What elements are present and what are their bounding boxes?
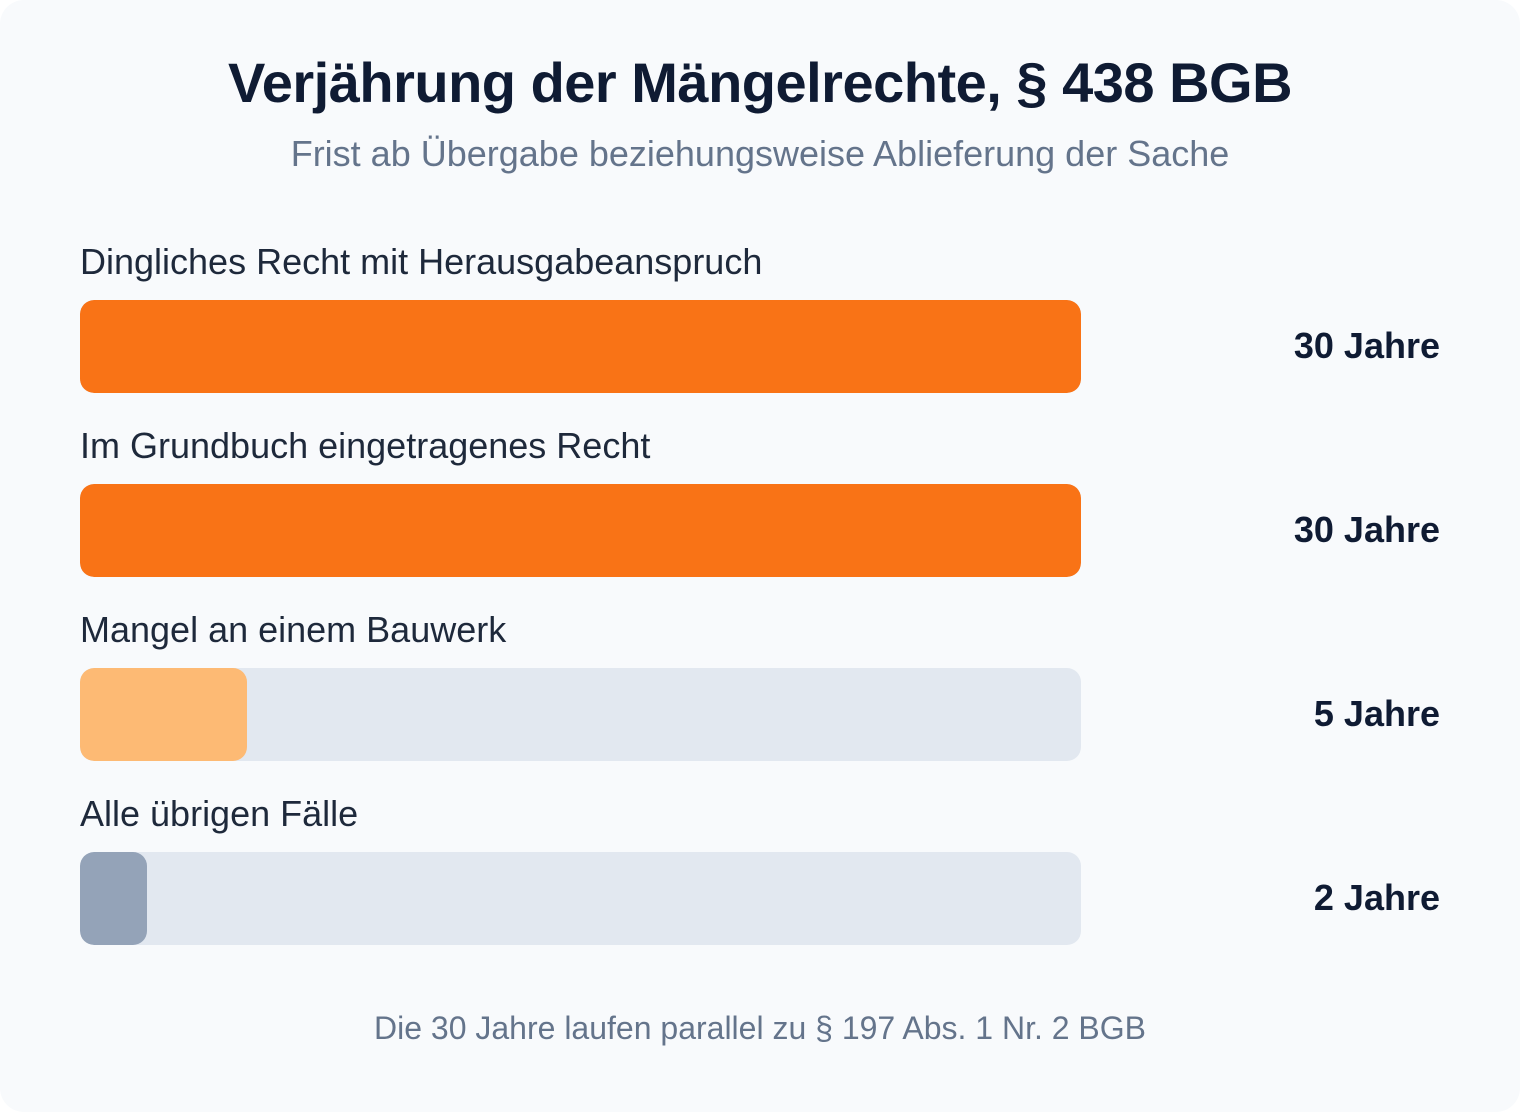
category-label: Alle übrigen Fälle: [80, 793, 359, 834]
value-label: 30 Jahre: [1293, 325, 1440, 366]
category-label: Mangel an einem Bauwerk: [80, 609, 507, 650]
bar-track: [80, 484, 1081, 577]
bar: [80, 852, 147, 945]
bar-row: Dingliches Recht mit Herausgabeanspruch 3…: [0, 240, 1520, 424]
chart-subtitle: Frist ab Übergabe beziehungsweise Ablief…: [290, 133, 1230, 174]
bar-track: [80, 300, 1081, 393]
bar-track: [80, 668, 1081, 761]
value-label: 2 Jahre: [1313, 877, 1440, 918]
category-label: Im Grundbuch eingetragenes Recht: [80, 425, 651, 466]
bar-row: Im Grundbuch eingetragenes Recht 30 Jahre: [0, 424, 1520, 608]
bar: [80, 484, 1081, 577]
value-label: 5 Jahre: [1313, 693, 1440, 734]
chart-footnote: Die 30 Jahre laufen parallel zu § 197 Ab…: [373, 1010, 1146, 1046]
value-label: 30 Jahre: [1293, 509, 1440, 550]
bar-row: Alle übrigen Fälle 2 Jahre: [0, 792, 1520, 976]
bar: [80, 668, 247, 761]
bar-track: [80, 852, 1081, 945]
bar-row: Mangel an einem Bauwerk 5 Jahre: [0, 608, 1520, 792]
chart-title: Verjährung der Mängelrechte, § 438 BGB: [227, 51, 1293, 114]
category-label: Dingliches Recht mit Herausgabeanspruch: [80, 241, 763, 282]
bar: [80, 300, 1081, 393]
